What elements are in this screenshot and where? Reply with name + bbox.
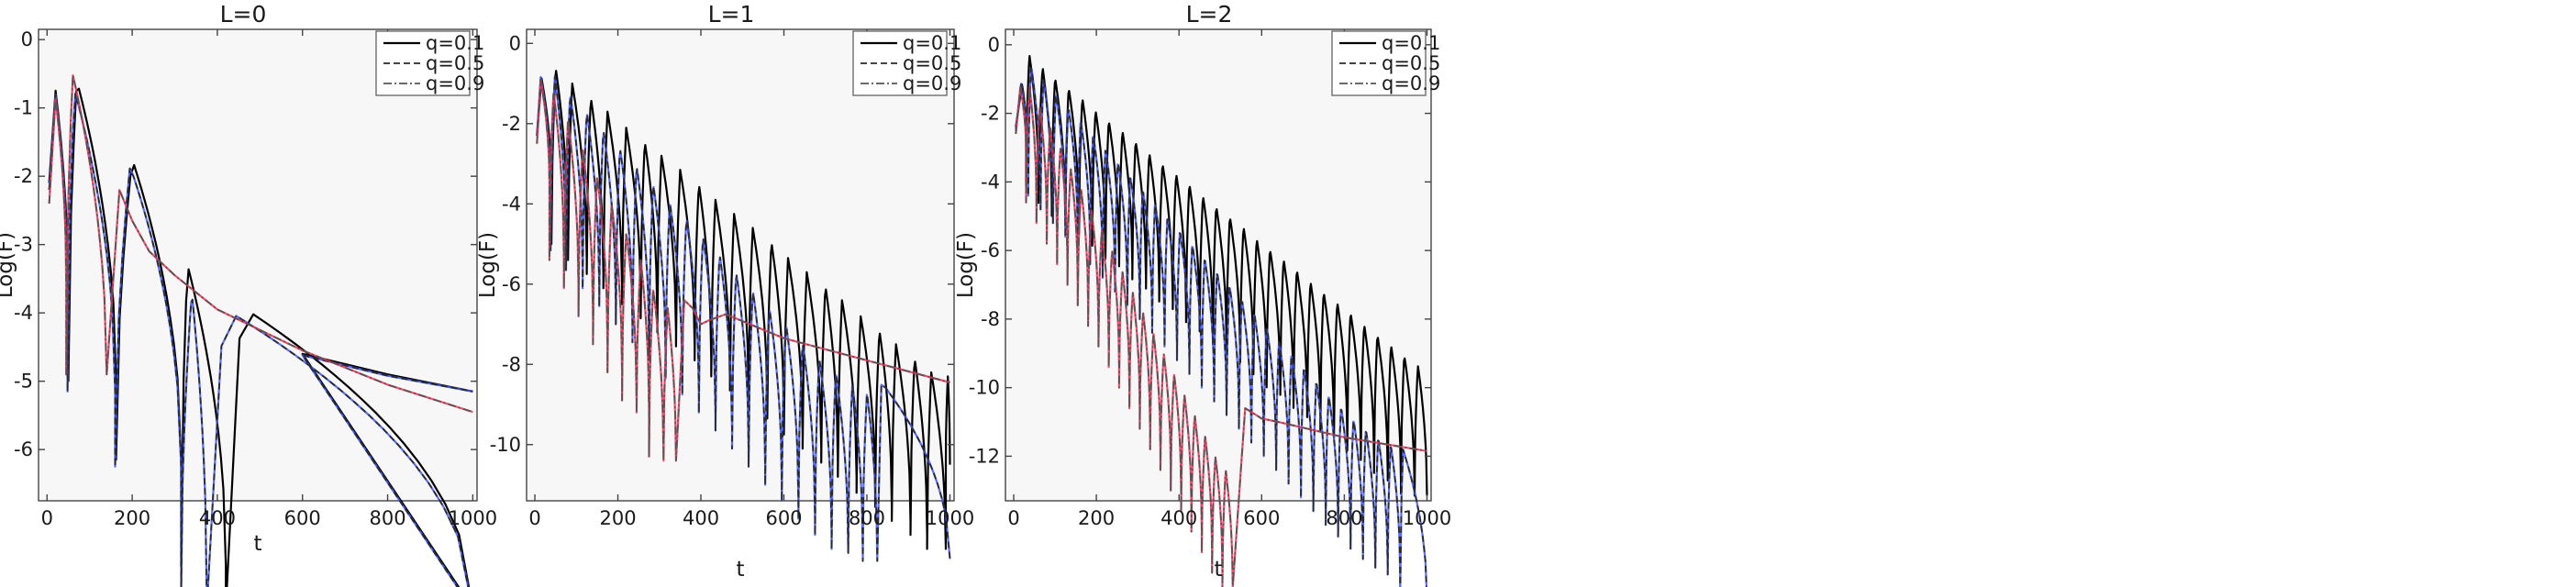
panel-title: L=1 — [708, 1, 755, 28]
ticks-layer: 0 200 400 600 800 1000 0 -2 -4 -6 -8 -10 -12 — [969, 29, 1451, 529]
x-axis-title: t — [736, 558, 744, 581]
x-axis-title: t — [1214, 558, 1222, 581]
x-tick-label: 200 — [114, 507, 150, 529]
y-tick-label: -1 — [14, 97, 33, 119]
x-tick-label: 600 — [1243, 507, 1280, 529]
x-tick-label: 800 — [849, 507, 885, 529]
y-tick-label: -2 — [14, 165, 33, 187]
panel-title: L=2 — [1186, 1, 1233, 28]
legend-label-q05: q=0.5 — [903, 52, 961, 74]
y-tick-label: -2 — [502, 113, 521, 135]
y-tick-label: -6 — [502, 273, 521, 295]
y-tick-label: -4 — [981, 171, 1000, 193]
legend-label-q01: q=0.1 — [426, 32, 484, 54]
x-tick-label: 400 — [1160, 507, 1197, 529]
legend-label-q09: q=0.9 — [903, 72, 961, 94]
x-tick-label: 800 — [369, 507, 405, 529]
legend-box — [1331, 30, 1427, 96]
x-tick-label: 1000 — [449, 507, 497, 529]
series-layer — [48, 74, 473, 587]
series-line-q09 — [1015, 86, 1427, 587]
y-tick-label: 0 — [509, 32, 521, 54]
series-layer — [536, 70, 951, 562]
legend-label-q09: q=0.9 — [1382, 72, 1440, 94]
y-tick-label: -10 — [969, 377, 1000, 399]
legend: q=0.1 q=0.5 q=0.9 — [852, 30, 961, 96]
legend-label-q09: q=0.9 — [426, 72, 484, 94]
y-tick-label: -12 — [969, 445, 1000, 467]
y-tick-label: -8 — [981, 308, 1000, 330]
panel-title: L=0 — [220, 1, 267, 28]
series-line-q09 — [536, 78, 950, 462]
legend-box — [375, 30, 471, 96]
legend-label-q01: q=0.1 — [903, 32, 961, 54]
panel-l2: L=2 0 200 400 600 800 1000 0 -2 -4 -6 -8 -10 -12 q=0… — [954, 1, 1451, 587]
y-tick-label: -4 — [502, 193, 521, 215]
series-layer — [1015, 55, 1428, 587]
y-tick-label: -8 — [502, 353, 521, 375]
y-axis-title: Log(F) — [0, 232, 17, 298]
x-tick-label: 0 — [41, 507, 53, 529]
y-tick-label: -4 — [14, 302, 33, 324]
ticks-layer: 0 200 400 600 800 1000 0 -2 -4 -6 -8 -10 — [490, 29, 974, 529]
y-tick-label: -5 — [14, 371, 33, 393]
legend: q=0.1 q=0.5 q=0.9 — [375, 30, 484, 96]
ticks-layer: 0 200 400 600 800 1000 0 -1 -2 -3 -4 -5 -6 — [14, 28, 497, 529]
y-tick-label: -10 — [490, 434, 521, 456]
series-line-q05 — [1015, 67, 1427, 587]
x-tick-label: 200 — [1078, 507, 1115, 529]
x-tick-label: 1000 — [1403, 507, 1451, 529]
series-line-q05 — [536, 75, 951, 562]
y-axis-title: Log(F) — [476, 232, 500, 298]
panel-l0: L=0 0 200 400 600 800 1000 0 -1 -2 -3 -4 -5 -6 q=0.1… — [0, 1, 497, 587]
y-tick-label: -2 — [981, 103, 1000, 125]
y-tick-label: -6 — [981, 239, 1000, 261]
x-tick-label: 400 — [199, 507, 236, 529]
y-tick-label: -6 — [14, 438, 33, 460]
x-tick-label: 0 — [1007, 507, 1019, 529]
x-tick-label: 0 — [528, 507, 540, 529]
y-tick-label: 0 — [988, 34, 1000, 56]
x-tick-label: 600 — [284, 507, 321, 529]
panel-l1: L=1 0 200 400 600 800 1000 0 -2 -4 -6 -8 -10 q=0.1 … — [476, 1, 974, 581]
x-axis-title: t — [253, 532, 261, 556]
series-line-q05 — [48, 93, 473, 587]
x-tick-label: 600 — [765, 507, 802, 529]
legend-label-q05: q=0.5 — [426, 52, 484, 74]
plot-frame — [1005, 28, 1432, 502]
x-tick-label: 400 — [683, 507, 719, 529]
series-line-q09 — [48, 74, 473, 414]
y-axis-title: Log(F) — [954, 232, 978, 298]
x-tick-label: 800 — [1326, 507, 1362, 529]
x-tick-label: 1000 — [926, 507, 974, 529]
legend: q=0.1 q=0.5 q=0.9 — [1331, 30, 1440, 96]
legend-box — [852, 30, 948, 96]
legend-label-q01: q=0.1 — [1382, 32, 1440, 54]
legend-label-q05: q=0.5 — [1382, 52, 1440, 74]
x-tick-label: 200 — [599, 507, 636, 529]
plot-frame — [38, 28, 478, 502]
y-tick-label: 0 — [21, 28, 33, 50]
y-tick-label: -3 — [14, 234, 33, 256]
